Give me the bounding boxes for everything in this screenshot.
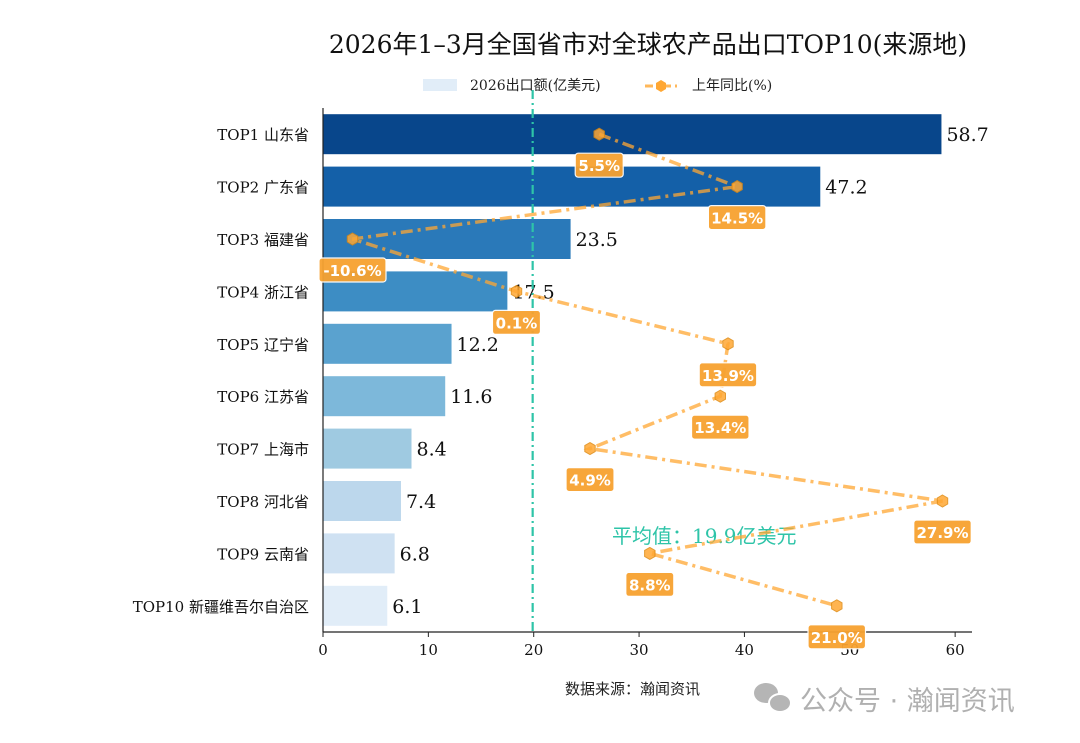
chart-title: 2026年1–3月全国省市对全球农产品出口TOP10(来源地)	[329, 30, 967, 59]
yoy-label: 13.9%	[702, 367, 754, 385]
yoy-point	[936, 494, 949, 508]
yoy-point	[714, 389, 726, 403]
category-label: TOP9 云南省	[217, 545, 309, 563]
bar	[323, 585, 388, 626]
legend-line-label: 上年同比(%)	[692, 78, 772, 94]
bar	[323, 166, 821, 207]
yoy-label-box	[565, 467, 615, 493]
yoy-point	[731, 180, 743, 194]
yoy-point	[593, 127, 605, 141]
bar	[323, 323, 452, 364]
category-label: TOP1 山东省	[217, 126, 309, 144]
yoy-label-box	[690, 414, 750, 440]
yoy-label-box	[913, 519, 972, 545]
bar	[323, 428, 412, 469]
watermark: 公众号 · 瀚闻资讯	[754, 683, 1015, 717]
bars-layer: 58.747.223.517.512.211.68.47.46.86.1	[323, 114, 989, 626]
category-label: TOP4 浙江省	[217, 283, 309, 301]
yoy-label: 8.8%	[629, 576, 671, 594]
yoy-label-box	[698, 362, 758, 388]
yoy-point	[584, 442, 596, 456]
yoy-point	[722, 337, 734, 351]
bar	[323, 481, 401, 521]
bar-value-label: 47.2	[825, 177, 867, 199]
watermark-text: 公众号 · 瀚闻资讯	[800, 686, 1015, 717]
yoy-label-box	[807, 624, 867, 650]
bar-value-label: 8.4	[417, 439, 447, 461]
legend-hexagon-icon	[656, 80, 666, 92]
x-axis: 0 10 20 30 40 50 60	[318, 108, 972, 659]
x-tick-label: 40	[735, 641, 754, 659]
yoy-label: 4.9%	[569, 472, 611, 490]
yoy-label-box	[491, 309, 542, 335]
yoy-point	[644, 546, 656, 560]
category-label: TOP3 福建省	[217, 231, 309, 249]
yoy-point	[346, 232, 359, 246]
yoy-label-box	[318, 257, 387, 283]
bar-value-label: 6.8	[400, 543, 430, 565]
x-tick-label: 20	[524, 641, 543, 659]
category-labels: TOP1 山东省 TOP2 广东省 TOP3 福建省 TOP4 浙江省 TOP5 辽宁省…	[133, 126, 309, 616]
yoy-line-layer: 5.5% 14.5% -10.6% 0.1% 13.9% 13.4% 4.9% 27.9% 8.…	[318, 127, 972, 650]
category-label: TOP10 新疆维吾尔自治区	[133, 598, 309, 616]
x-tick-label: 0	[318, 641, 328, 659]
category-label: TOP8 河北省	[217, 493, 309, 511]
yoy-point	[510, 284, 523, 298]
yoy-label: 13.4%	[694, 419, 746, 437]
yoy-label-box	[707, 205, 767, 231]
bar	[323, 219, 571, 259]
bar-value-label: 6.1	[392, 596, 422, 618]
yoy-label-box	[574, 152, 624, 178]
yoy-label: 5.5%	[578, 157, 620, 175]
x-tick-label: 10	[419, 641, 438, 659]
yoy-label: 21.0%	[811, 629, 863, 647]
yoy-label: -10.6%	[323, 262, 381, 280]
bar	[323, 533, 395, 574]
bar-value-label: 7.4	[406, 491, 436, 513]
bar	[323, 376, 446, 417]
yoy-label-box	[625, 571, 675, 598]
bar-value-label: 11.6	[450, 386, 492, 408]
category-label: TOP6 江苏省	[217, 388, 309, 406]
legend-bar-swatch	[423, 79, 457, 91]
bar-value-label: 12.2	[457, 334, 499, 356]
x-tick-label: 30	[630, 641, 649, 659]
yoy-point	[831, 599, 843, 613]
wechat-icon	[754, 683, 792, 713]
category-label: TOP2 广东省	[217, 179, 309, 197]
x-tick-label: 60	[946, 641, 965, 659]
legend-bar-label: 2026出口额(亿美元)	[470, 78, 601, 94]
yoy-label: 14.5%	[711, 210, 763, 228]
category-label: TOP5 辽宁省	[217, 336, 309, 354]
source-note: 数据来源：瀚闻资讯	[565, 680, 700, 698]
category-label: TOP7 上海市	[217, 441, 309, 459]
legend: 2026出口额(亿美元) 上年同比(%)	[423, 78, 772, 94]
bar-value-label: 58.7	[946, 124, 988, 146]
yoy-label: 27.9%	[916, 524, 968, 542]
yoy-label: 0.1%	[496, 314, 538, 332]
bar-value-label: 23.5	[576, 229, 618, 251]
